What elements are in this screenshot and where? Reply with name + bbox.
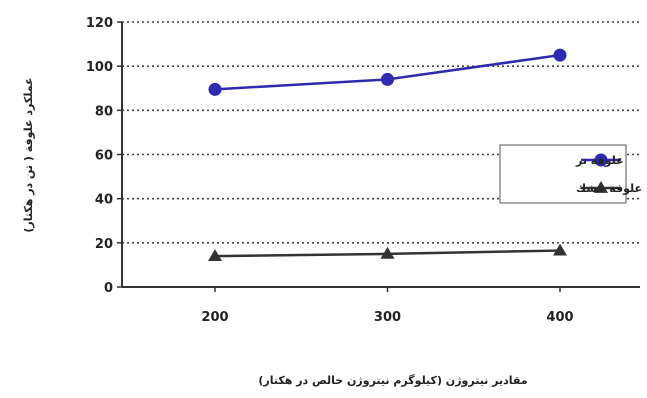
x-tick-label: 300 (374, 310, 401, 325)
data-point (553, 48, 567, 62)
series-layer (208, 48, 567, 261)
series-1 (208, 48, 567, 96)
x-tick-label: 400 (546, 310, 573, 325)
data-point (208, 82, 222, 96)
legend-entry: علوفة تر (575, 153, 624, 167)
y-tick-label: 20 (95, 237, 113, 252)
data-point (381, 72, 394, 86)
y-tick-label: 0 (104, 281, 113, 296)
data-point (208, 249, 222, 261)
y-axis-title: عملكرد علوفة ( تن در هكتار) (22, 77, 35, 232)
x-tick-labels: 200 300 400 (201, 287, 574, 325)
legend-label: علوفة خشك (576, 182, 642, 195)
y-tick-label: 100 (86, 60, 113, 75)
x-axis-title: مقادير نيتروژن (كيلوگرم نيتروژن خالص در … (258, 374, 527, 387)
legend: علوفة تر علوفة خشك (499, 144, 642, 204)
data-point (553, 243, 567, 256)
y-tick-label: 80 (95, 104, 113, 119)
y-tick-label: 40 (95, 193, 113, 208)
legend-entry: علوفة خشك (576, 181, 642, 195)
series-2 (208, 243, 567, 261)
y-tick-label: 60 (95, 149, 113, 164)
x-tick-label: 200 (201, 310, 228, 325)
legend-marker (594, 181, 608, 193)
y-tick-labels: 0 20 40 60 80 100 120 (86, 16, 122, 296)
y-tick-label: 120 (86, 16, 113, 31)
legend-marker (594, 153, 608, 167)
data-point (380, 246, 395, 259)
legend-label: علوفة تر (575, 154, 624, 167)
legend-box (499, 144, 627, 204)
